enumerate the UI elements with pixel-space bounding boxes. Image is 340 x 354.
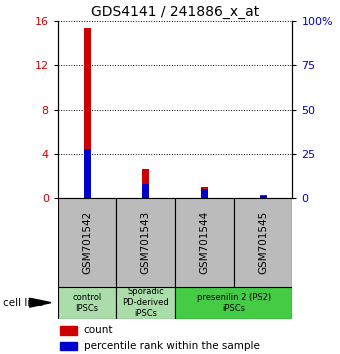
Text: Sporadic
PD-derived
iPSCs: Sporadic PD-derived iPSCs [122, 287, 169, 318]
Text: control
IPSCs: control IPSCs [72, 293, 102, 313]
Bar [259, 195, 267, 198]
Text: GSM701542: GSM701542 [82, 211, 92, 274]
Bar [142, 184, 149, 198]
Bar [259, 195, 267, 198]
Text: GSM701543: GSM701543 [141, 211, 151, 274]
Bar [201, 188, 208, 198]
Polygon shape [30, 298, 51, 307]
Bar [84, 28, 91, 198]
Bar [175, 198, 234, 287]
Bar [84, 149, 91, 198]
Text: count: count [84, 325, 113, 335]
Bar [60, 326, 76, 335]
Text: presenilin 2 (PS2)
iPSCs: presenilin 2 (PS2) iPSCs [197, 293, 271, 313]
Text: cell line: cell line [3, 298, 44, 308]
Bar [58, 198, 116, 287]
Bar [116, 287, 175, 319]
Title: GDS4141 / 241886_x_at: GDS4141 / 241886_x_at [91, 5, 259, 19]
Text: percentile rank within the sample: percentile rank within the sample [84, 341, 259, 351]
Bar [58, 287, 116, 319]
Bar [201, 187, 208, 198]
Bar [116, 198, 175, 287]
Text: GSM701544: GSM701544 [200, 211, 209, 274]
Text: GSM701545: GSM701545 [258, 211, 268, 274]
Bar [234, 198, 292, 287]
Bar [142, 170, 149, 198]
Bar [60, 342, 76, 350]
Bar [175, 287, 292, 319]
